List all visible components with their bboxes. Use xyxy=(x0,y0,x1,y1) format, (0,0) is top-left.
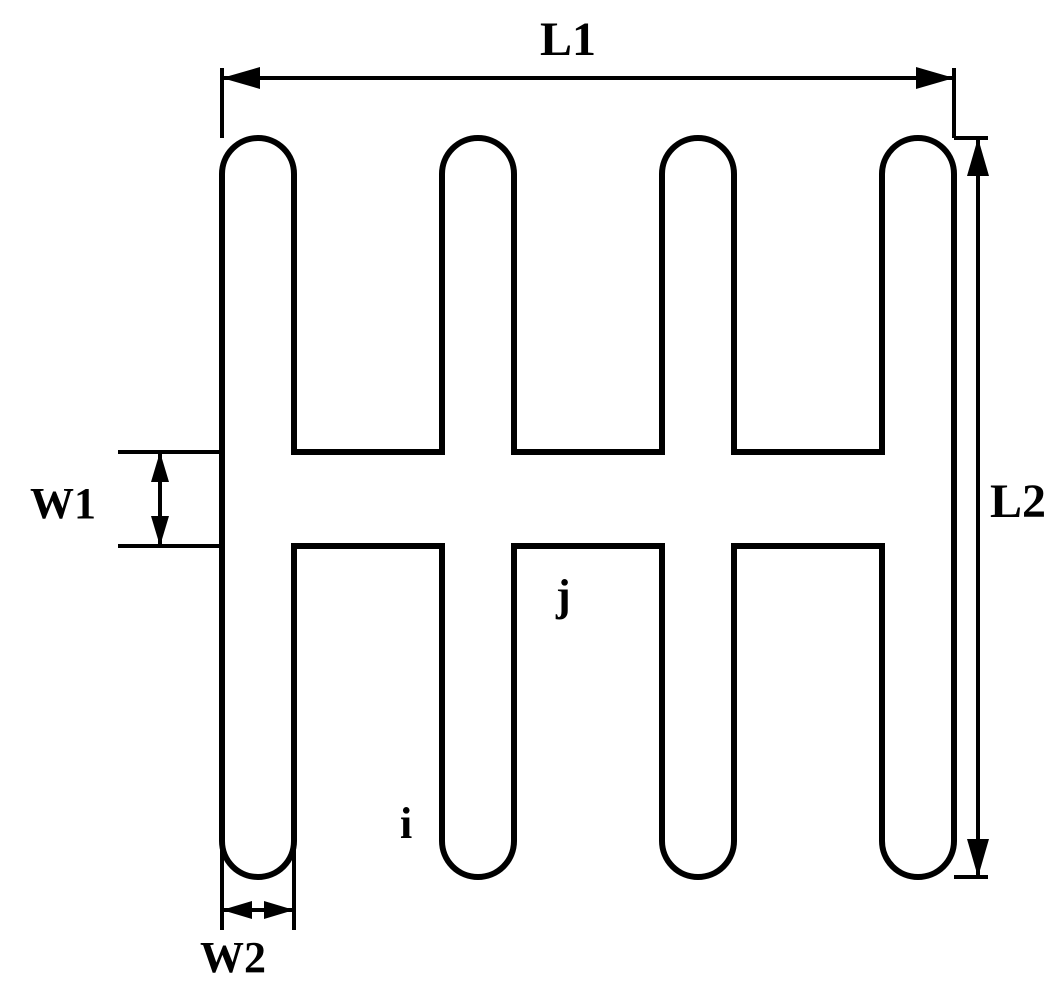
comb-shape-outline xyxy=(222,138,954,877)
label-W2: W2 xyxy=(200,932,266,983)
dim-L2-arrow-bottom xyxy=(967,839,989,877)
dim-L2-arrow-top xyxy=(967,138,989,176)
label-L1: L1 xyxy=(540,12,596,67)
point-label-j: j xyxy=(556,570,571,621)
dim-W1-arrow-bottom xyxy=(151,516,169,546)
label-L2: L2 xyxy=(990,474,1046,529)
dim-L1-arrow-right xyxy=(916,67,954,89)
label-W1: W1 xyxy=(30,478,96,529)
dim-L1-arrow-left xyxy=(222,67,260,89)
dim-W2-arrow-left xyxy=(222,901,252,919)
point-label-i: i xyxy=(400,798,412,849)
dim-W1-arrow-top xyxy=(151,452,169,482)
dim-W2-arrow-right xyxy=(264,901,294,919)
